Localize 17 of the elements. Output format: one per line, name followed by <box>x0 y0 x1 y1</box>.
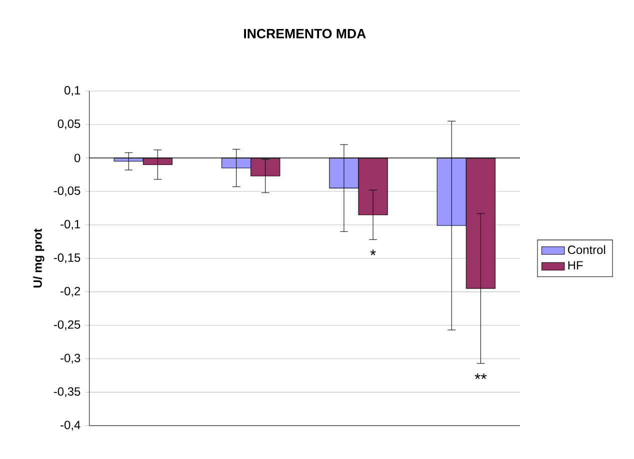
y-tick-label: -0,05 <box>54 186 80 196</box>
y-tick-label: -0,2 <box>60 286 80 297</box>
y-tick-label: -0,35 <box>54 387 80 398</box>
y-tick-label: 0 <box>74 154 80 162</box>
chart-title: INCREMENTO MDA <box>244 28 366 38</box>
y-tick-label: -0,15 <box>54 253 80 264</box>
y-tick-label: -0,25 <box>54 320 80 330</box>
legend-label: HF <box>568 261 583 270</box>
legend-label: Control <box>568 245 606 254</box>
y-tick-label: 0,05 <box>58 120 80 130</box>
annotation: * <box>370 250 376 256</box>
y-axis-title: U/ mg prot <box>33 228 44 288</box>
annotation: ** <box>474 373 487 380</box>
y-tick-label: -0,1 <box>60 220 80 230</box>
y-tick-label: -0,3 <box>60 354 80 364</box>
y-tick-label: 0,1 <box>64 86 80 96</box>
y-tick-label: -0,4 <box>60 420 80 431</box>
